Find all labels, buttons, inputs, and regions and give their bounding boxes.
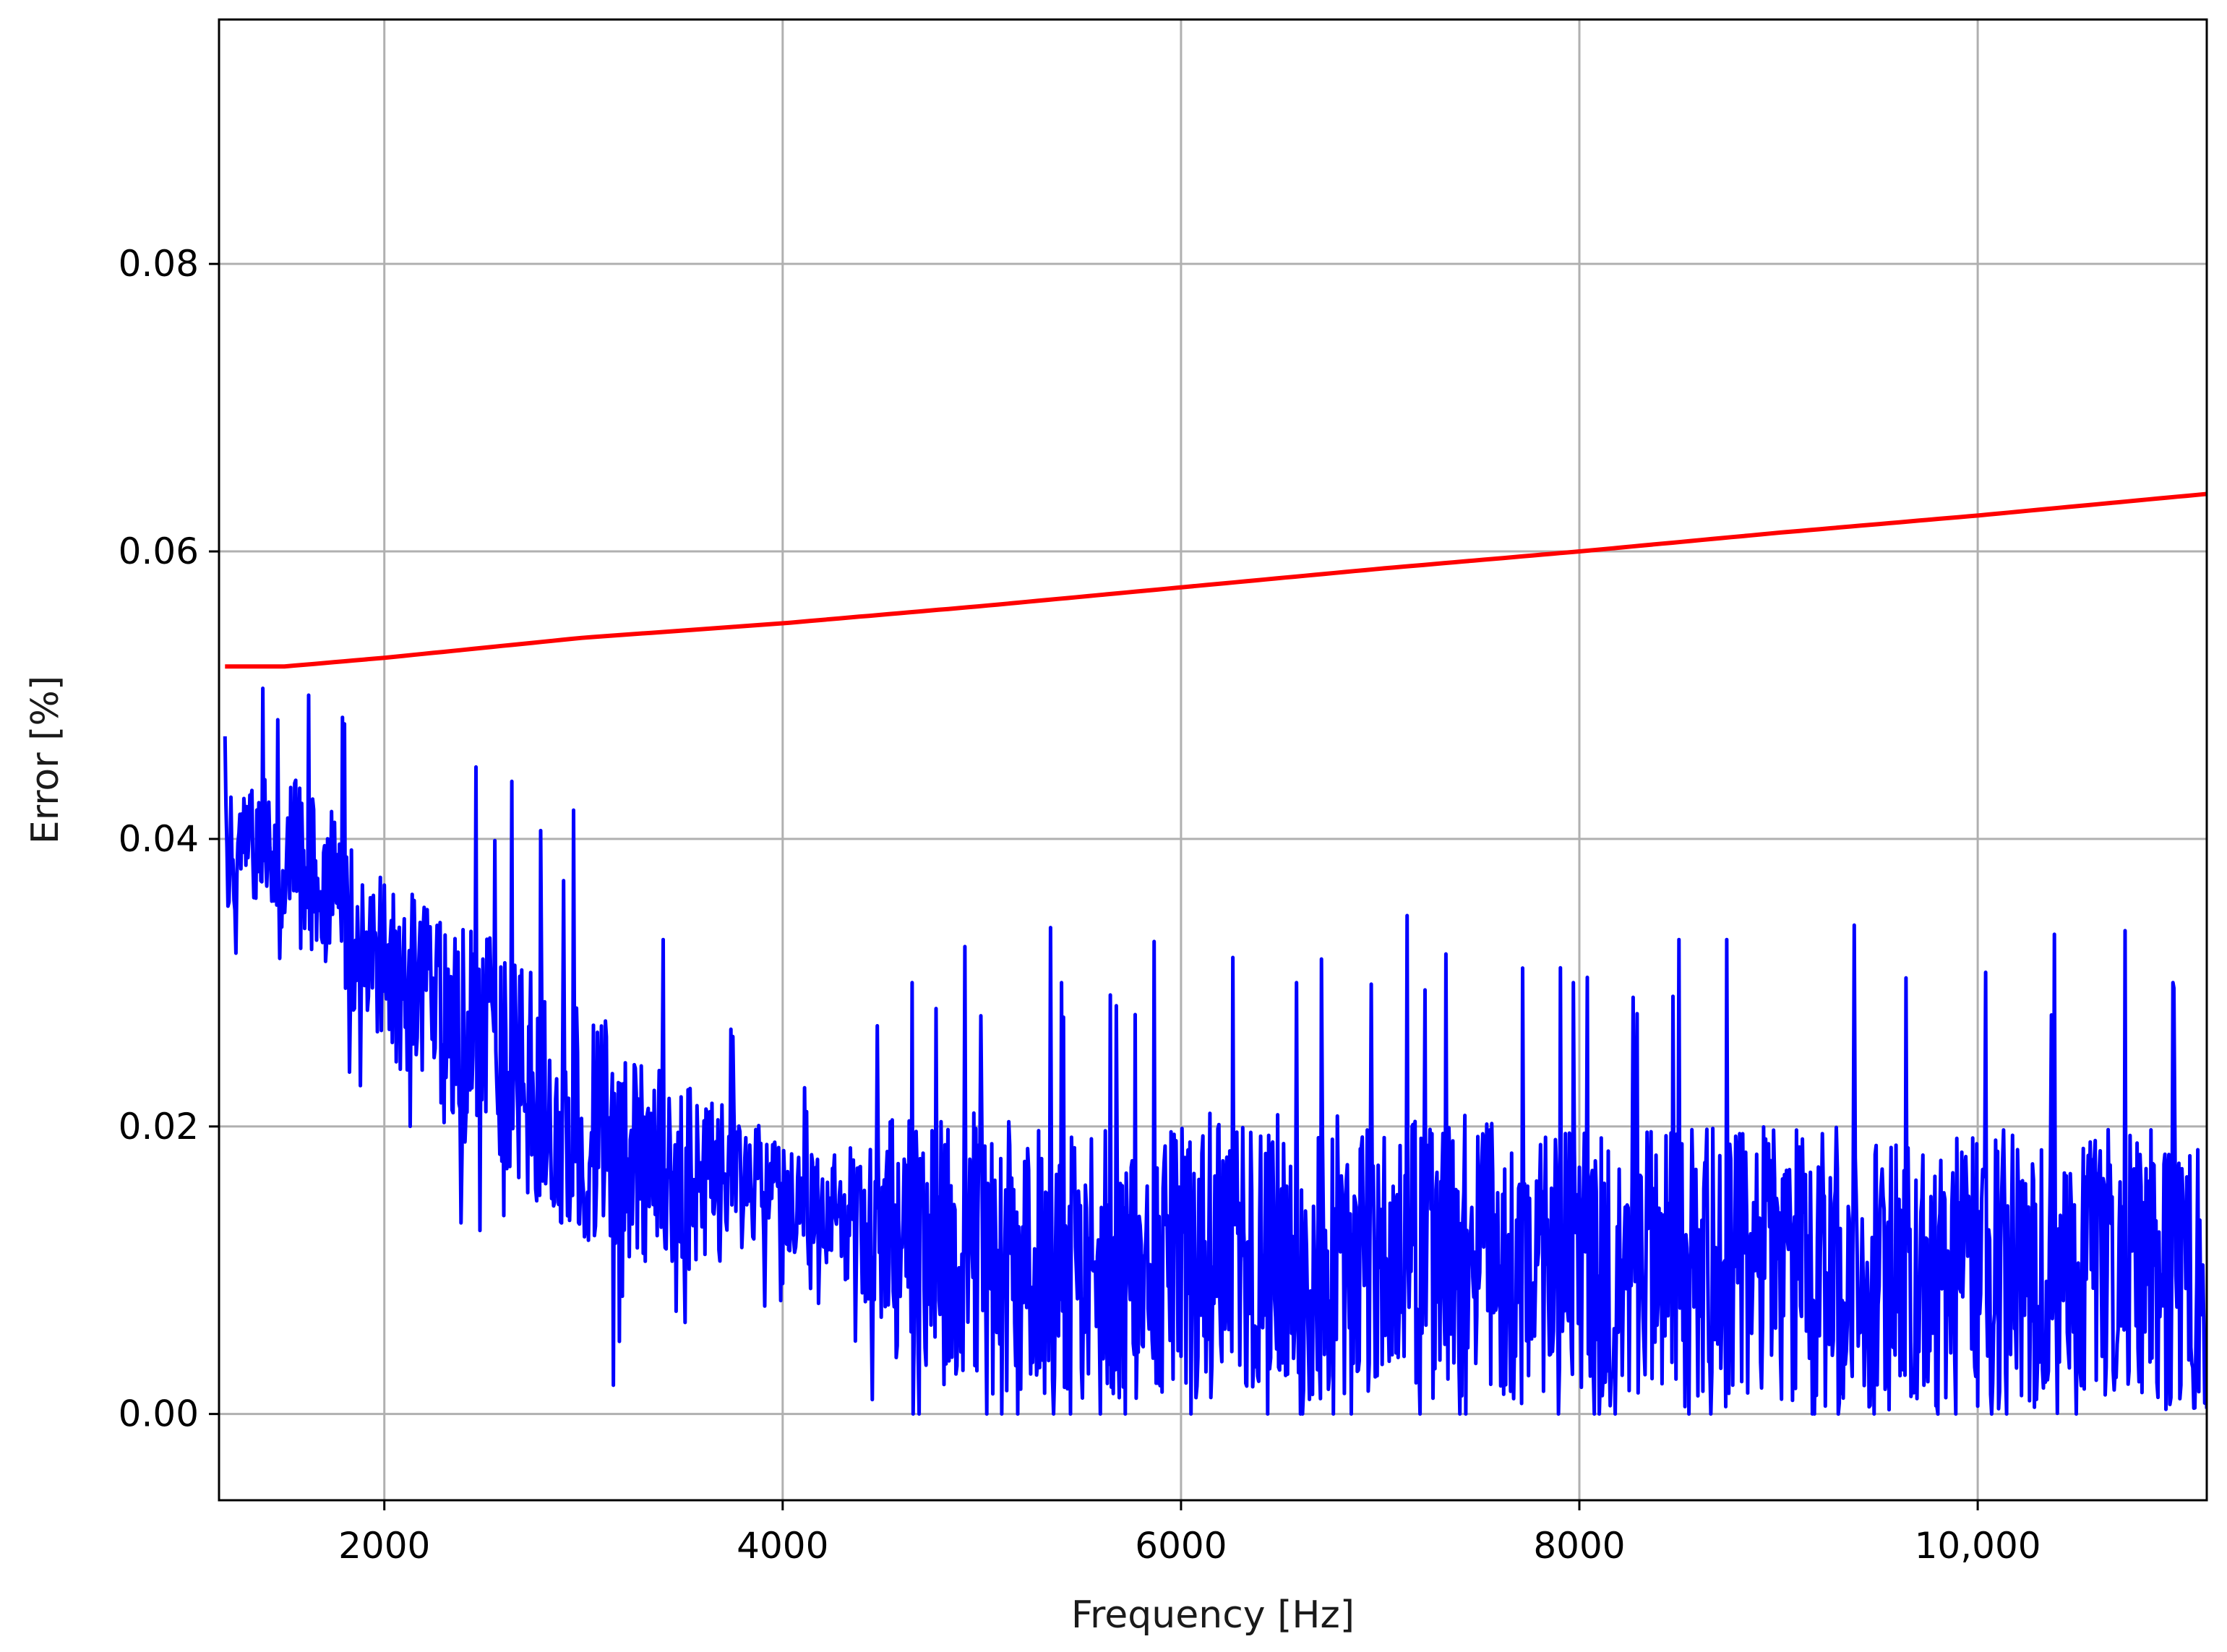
y-tick-label: 0.04 <box>119 818 199 860</box>
y-tick-label: 0.06 <box>119 530 199 572</box>
plot-frame <box>218 18 2208 1502</box>
x-tick-label: 8000 <box>1533 1525 1625 1567</box>
x-tick-label: 2000 <box>338 1525 430 1567</box>
ticks-layer: 2000 4000 6000 8000 10,000 0.00 0.02 0.04 0.06 0.… <box>119 243 2041 1567</box>
series-line-1 <box>223 687 2207 1416</box>
x-tick-label: 10,000 <box>1915 1525 2041 1567</box>
x-tick-label: 6000 <box>1135 1525 1227 1567</box>
y-tick-label: 0.08 <box>119 243 199 285</box>
x-tick-label: 4000 <box>737 1525 828 1567</box>
y-axis-label: Error [%] <box>24 676 67 844</box>
series-layer <box>223 491 2207 1416</box>
y-tick-label: 0.02 <box>119 1106 199 1148</box>
y-tick-label: 0.00 <box>119 1393 199 1435</box>
x-axis-label: Frequency [Hz] <box>1071 1593 1355 1637</box>
series-line-0 <box>225 491 2207 669</box>
